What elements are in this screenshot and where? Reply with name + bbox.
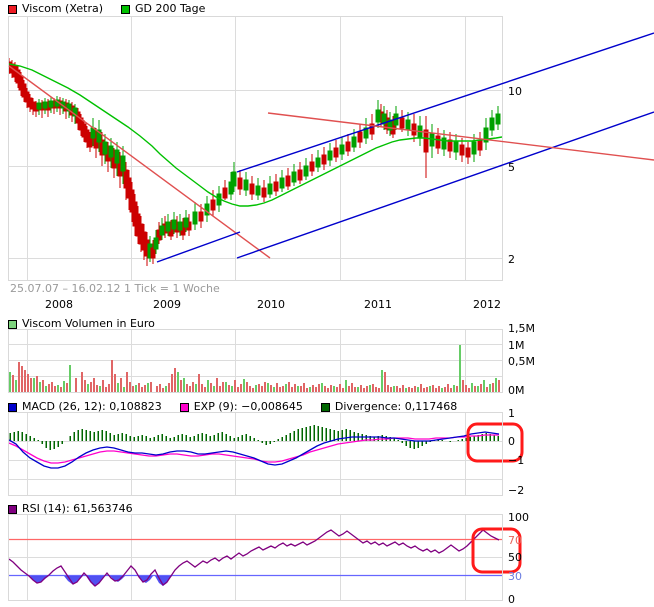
series-swatch-icon bbox=[121, 4, 131, 14]
legend-label: EXP (9): −0,008645 bbox=[193, 400, 303, 413]
xtick-2011: 2011 bbox=[364, 298, 392, 311]
macd-plot-area[interactable] bbox=[8, 412, 503, 496]
legend-label: Viscom (Xetra) bbox=[22, 2, 104, 15]
macd-ytick-1: 1 bbox=[508, 407, 515, 420]
legend-item-volume[interactable]: Viscom Volumen in Euro bbox=[8, 318, 155, 330]
legend-item-viscom[interactable]: Viscom (Xetra) bbox=[8, 3, 103, 15]
rsi-plot-area[interactable] bbox=[8, 514, 503, 601]
rsi-ytick-0: 0 bbox=[508, 593, 515, 606]
price-ytick-10: 10 bbox=[508, 85, 522, 98]
volume-ytick-1500k: 1,5M bbox=[508, 322, 535, 335]
rsi-ytick-100: 100 bbox=[508, 511, 529, 524]
legend-item-gd200[interactable]: GD 200 Tage bbox=[121, 3, 205, 15]
legend-item-rsi[interactable]: RSI (14): 61,563746 bbox=[8, 503, 133, 515]
legend-item-macd[interactable]: MACD (26, 12): 0,108823 bbox=[8, 401, 162, 413]
macd-ytick-neg1: −1 bbox=[508, 454, 525, 467]
rsi-ytick-70: 70 bbox=[508, 534, 522, 547]
xtick-2008: 2008 bbox=[45, 298, 73, 311]
price-ytick-5: 5 bbox=[508, 161, 515, 174]
legend-item-exp[interactable]: EXP (9): −0,008645 bbox=[179, 400, 303, 413]
macd-legend: MACD (26, 12): 0,108823 EXP (9): −0,0086… bbox=[8, 399, 475, 415]
legend-label: Divergence: 0,117468 bbox=[334, 400, 458, 413]
series-swatch-icon bbox=[8, 319, 17, 329]
legend-label: Viscom Volumen in Euro bbox=[22, 317, 155, 330]
legend-item-divergence[interactable]: Divergence: 0,117468 bbox=[320, 400, 458, 413]
volume-plot-area[interactable] bbox=[8, 329, 503, 393]
rsi-legend: RSI (14): 61,563746 bbox=[8, 501, 151, 517]
date-range-label: 25.07.07 – 16.02.12 1 Tick = 1 Woche bbox=[10, 282, 220, 295]
volume-ytick-500k: 0,5M bbox=[508, 355, 535, 368]
macd-ytick-0: 0 bbox=[508, 435, 515, 448]
price-plot-area[interactable] bbox=[8, 16, 503, 281]
legend-label: MACD (26, 12): 0,108823 bbox=[22, 400, 162, 413]
rsi-ytick-50: 50 bbox=[508, 551, 522, 564]
series-swatch-icon bbox=[8, 504, 17, 514]
xtick-2009: 2009 bbox=[153, 298, 181, 311]
rsi-ytick-30: 30 bbox=[508, 570, 522, 583]
series-swatch-icon bbox=[179, 402, 189, 412]
price-ytick-2: 2 bbox=[508, 253, 515, 266]
xtick-2012: 2012 bbox=[473, 298, 501, 311]
price-legend: Viscom (Xetra) GD 200 Tage bbox=[8, 1, 223, 17]
series-swatch-icon bbox=[320, 402, 330, 412]
volume-ytick-1000k: 1M bbox=[508, 339, 525, 352]
xtick-2010: 2010 bbox=[257, 298, 285, 311]
series-swatch-icon bbox=[8, 4, 17, 14]
macd-ytick-neg2: −2 bbox=[508, 484, 525, 497]
series-swatch-icon bbox=[8, 402, 17, 412]
legend-label: RSI (14): 61,563746 bbox=[22, 502, 133, 515]
legend-label: GD 200 Tage bbox=[135, 2, 206, 15]
volume-legend: Viscom Volumen in Euro bbox=[8, 316, 173, 332]
volume-ytick-0: 0M bbox=[508, 384, 525, 397]
